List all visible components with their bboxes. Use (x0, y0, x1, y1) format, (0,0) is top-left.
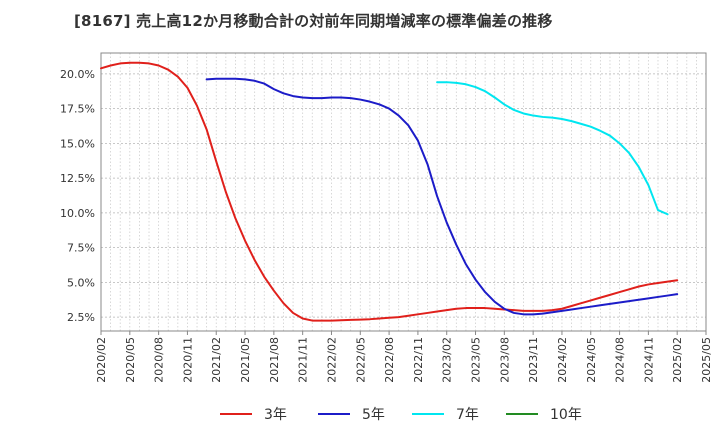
x-tick-label: 2021/11 (297, 337, 310, 383)
y-tick-label: 17.5% (60, 103, 95, 116)
x-tick-label: 2022/05 (354, 337, 367, 383)
legend: 3年 5年 7年 10年 (220, 407, 582, 423)
x-tick-label: 2020/08 (153, 337, 166, 383)
x-tick-label: 2023/05 (470, 337, 483, 383)
chart-title: [8167] 売上高12か月移動合計の対前年同期増減率の標準偏差の推移 (74, 12, 553, 30)
plot-frame (100, 52, 707, 332)
legend-label: 7年 (456, 407, 479, 423)
legend-label: 10年 (550, 407, 582, 423)
x-tick-label: 2024/02 (556, 337, 569, 383)
y-tick-label: 15.0% (60, 137, 95, 150)
legend-label: 3年 (264, 407, 287, 423)
x-tick-label: 2022/02 (325, 337, 338, 383)
x-tick-label: 2021/02 (210, 337, 223, 383)
x-tick-label: 2023/08 (498, 337, 511, 383)
series-line-7年 (436, 81, 669, 216)
axes: 2.5% 5.0% 7.5% 10.0% 12.5% 15.0% 17.5% 20.0% 202… (60, 52, 713, 383)
plot-area (101, 53, 706, 331)
y-tick-label: 7.5% (67, 242, 95, 255)
x-tick-label: 2021/05 (239, 337, 252, 383)
x-tick-label: 2023/11 (527, 337, 540, 383)
y-tick-label: 5.0% (67, 276, 95, 289)
x-tick-label: 2020/11 (181, 337, 194, 383)
x-tick-label: 2024/11 (642, 337, 655, 383)
legend-label: 5年 (362, 407, 385, 423)
y-tick-label: 2.5% (67, 311, 95, 324)
x-tick-label: 2024/05 (585, 337, 598, 383)
x-tick-label: 2021/08 (268, 337, 281, 383)
x-tick-label: 2023/02 (441, 337, 454, 383)
y-tick-label: 20.0% (60, 68, 95, 81)
series-line-3年 (100, 61, 679, 322)
x-tick-label: 2020/05 (124, 337, 137, 383)
x-tick-label: 2022/11 (412, 337, 425, 383)
x-tick-label: 2025/02 (671, 337, 684, 383)
y-tick-label: 10.0% (60, 207, 95, 220)
x-tick-label: 2022/08 (383, 337, 396, 383)
series-lines (100, 61, 679, 322)
x-tick-label: 2025/05 (700, 337, 713, 383)
x-tick-label: 2020/02 (95, 337, 108, 383)
series-line-5年 (205, 77, 679, 316)
y-tick-label: 12.5% (60, 172, 95, 185)
x-tick-label: 2024/08 (614, 337, 627, 383)
